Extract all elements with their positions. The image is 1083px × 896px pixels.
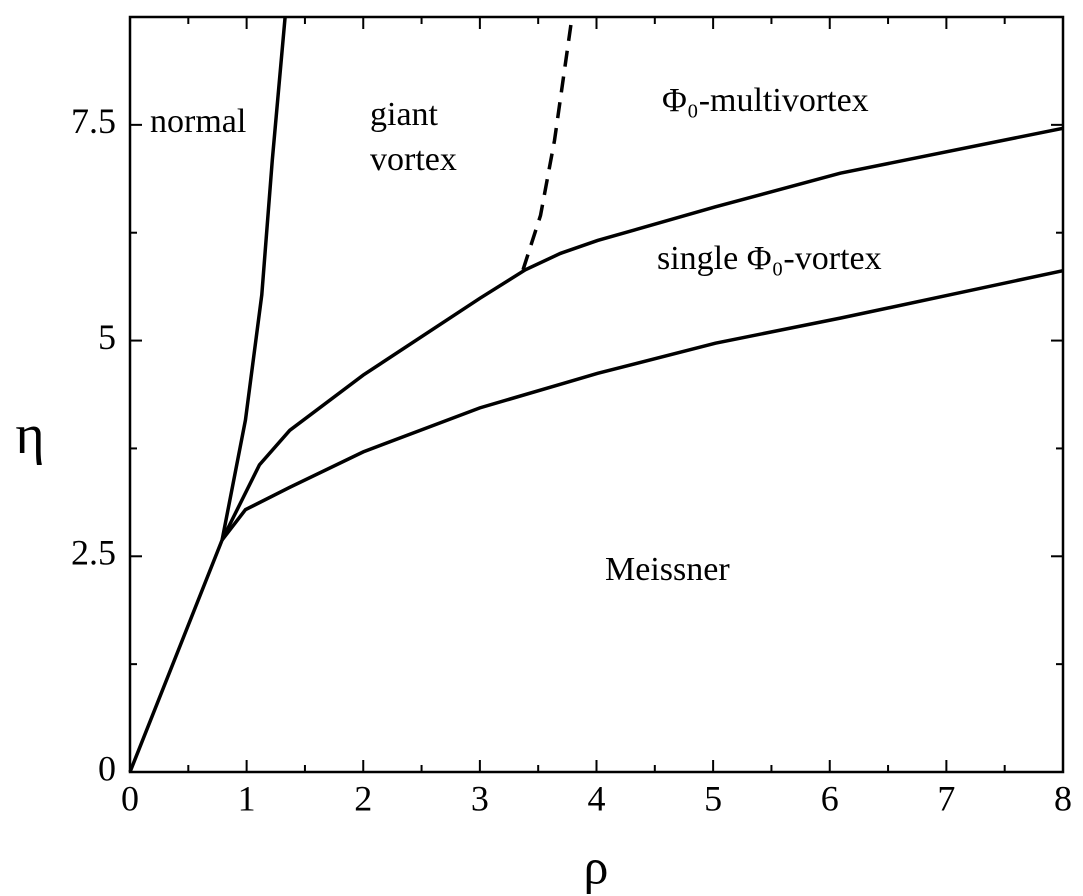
y-axis-label: η xyxy=(15,404,44,466)
region-label: giant xyxy=(370,96,439,133)
curve xyxy=(220,126,1064,541)
x-tick-label: 2 xyxy=(354,778,372,818)
curve xyxy=(521,16,574,271)
x-tick-label: 8 xyxy=(1054,778,1072,818)
x-tick-label: 5 xyxy=(704,778,722,818)
plot-frame xyxy=(128,15,1065,774)
x-tick-label: 1 xyxy=(238,778,256,818)
x-tick-label: 6 xyxy=(821,778,839,818)
curve xyxy=(220,268,1064,541)
region-label: Meissner xyxy=(605,551,730,588)
x-tick-label: 4 xyxy=(588,778,606,818)
region-label: vortex xyxy=(370,141,457,178)
y-tick-label: 0 xyxy=(98,748,116,788)
region-label: single Φ₀-vortex xyxy=(657,240,882,277)
x-axis-label: ρ xyxy=(584,838,609,894)
curve xyxy=(128,16,287,773)
x-tick-label: 7 xyxy=(937,778,955,818)
region-label: Φ₀-multivortex xyxy=(662,82,869,119)
x-tick-label: 3 xyxy=(471,778,489,818)
y-tick-label: 7.5 xyxy=(71,101,116,141)
region-label: normal xyxy=(150,103,246,140)
y-tick-label: 5 xyxy=(98,317,116,357)
y-tick-label: 2.5 xyxy=(71,533,116,573)
x-tick-label: 0 xyxy=(121,778,139,818)
